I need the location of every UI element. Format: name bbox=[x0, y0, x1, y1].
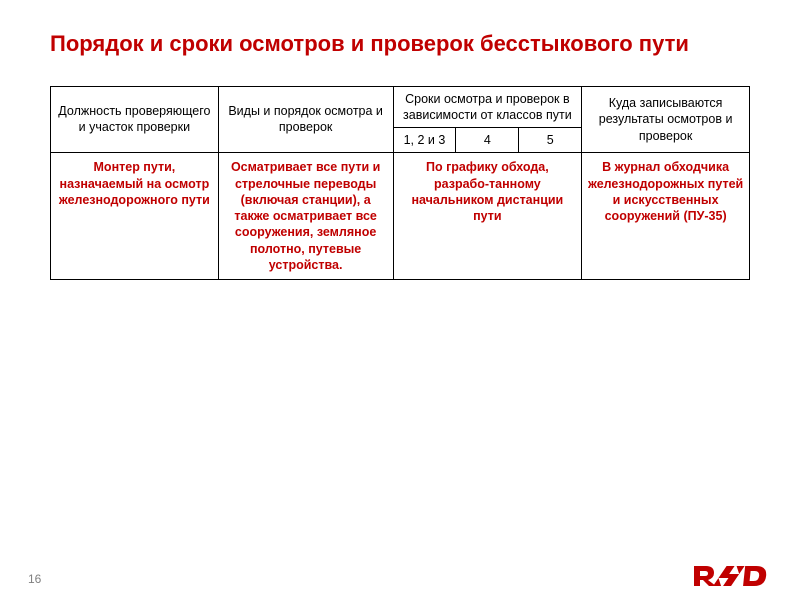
slide: Порядок и сроки осмотров и проверок бесс… bbox=[0, 0, 800, 600]
subcol-classes-123: 1, 2 и 3 bbox=[393, 128, 456, 153]
table-row: Монтер пути, назначаемый на осмотр желез… bbox=[51, 153, 750, 280]
subcol-class-5: 5 bbox=[519, 128, 582, 153]
cell-records: В журнал обходчика железнодорожных путей… bbox=[582, 153, 750, 280]
table-header-row-1: Должность проверяющего и участок проверк… bbox=[51, 86, 750, 128]
col-header-terms: Сроки осмотра и проверок в зависимости о… bbox=[393, 86, 582, 128]
rzd-logo bbox=[692, 558, 770, 594]
cell-types: Осматривает все пути и стрелочные перево… bbox=[218, 153, 393, 280]
subcol-class-4: 4 bbox=[456, 128, 519, 153]
cell-position: Монтер пути, назначаемый на осмотр желез… bbox=[51, 153, 219, 280]
inspection-table: Должность проверяющего и участок проверк… bbox=[50, 86, 750, 281]
cell-terms: По графику обхода, разрабо-танному начал… bbox=[393, 153, 582, 280]
page-number: 16 bbox=[28, 572, 41, 586]
col-header-records: Куда записываются результаты осмотров и … bbox=[582, 86, 750, 153]
col-header-types: Виды и порядок осмотра и проверок bbox=[218, 86, 393, 153]
col-header-position: Должность проверяющего и участок проверк… bbox=[51, 86, 219, 153]
slide-title: Порядок и сроки осмотров и проверок бесс… bbox=[50, 30, 750, 58]
